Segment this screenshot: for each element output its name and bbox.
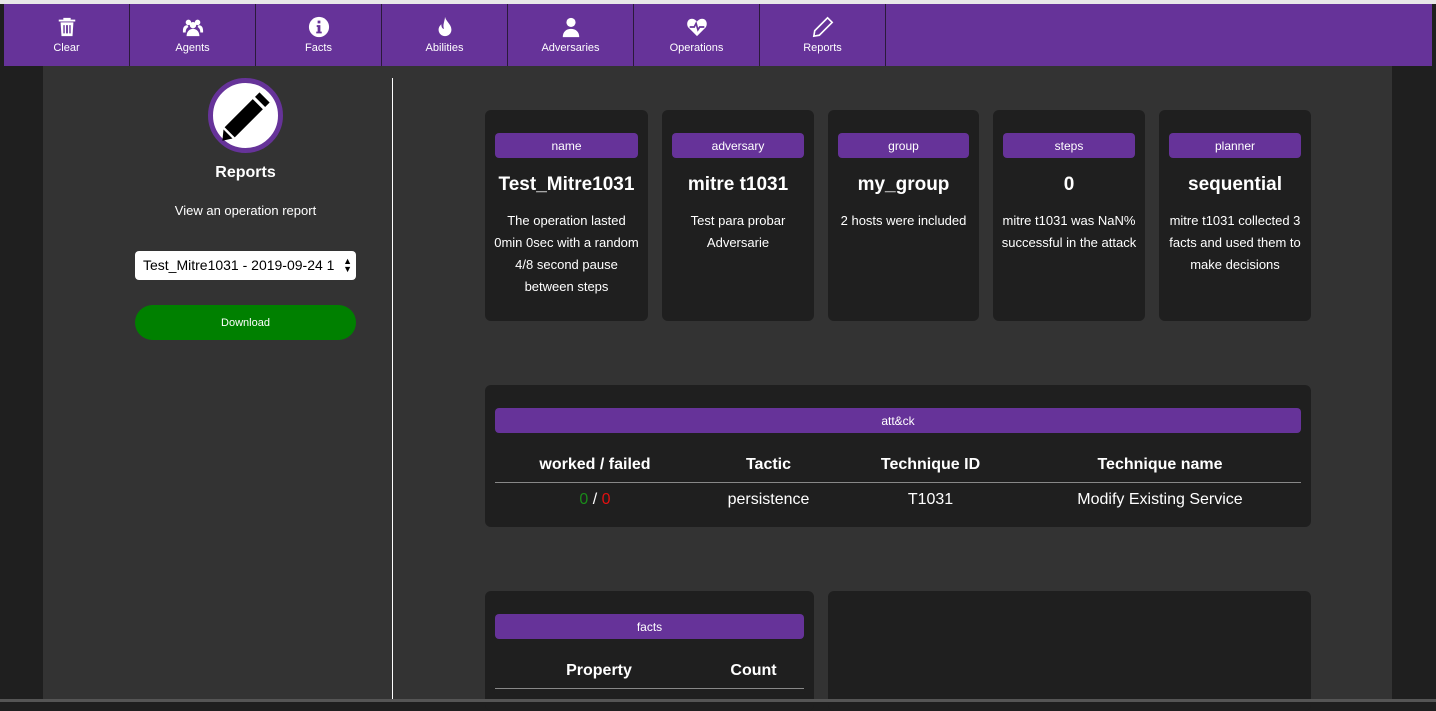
sidebar: Reports View an operation report Test_Mi… <box>43 66 392 702</box>
failed-count: 0 <box>602 491 611 508</box>
page-title: Reports <box>43 164 448 182</box>
users-icon <box>182 16 204 38</box>
table-header: worked / failedTacticTechnique IDTechniq… <box>495 448 1301 482</box>
technique-id: T1031 <box>842 482 1019 518</box>
attack-card: att&ck worked / failedTacticTechnique ID… <box>485 385 1311 527</box>
nav-operations[interactable]: Operations <box>634 4 760 66</box>
table-header: PropertyCount <box>495 654 804 688</box>
page-subtitle: View an operation report <box>43 203 448 218</box>
user-icon <box>560 16 582 38</box>
heartbeat-icon <box>686 16 708 38</box>
table-row: 0 / 0persistenceT1031Modify Existing Ser… <box>495 482 1301 518</box>
worked-count: 0 <box>579 491 588 508</box>
card-value: Test_Mitre1031 <box>485 174 648 196</box>
card-label: group <box>838 133 969 158</box>
card-label: adversary <box>672 133 804 158</box>
summary-card-planner: planner sequential mitre t1031 collected 3… <box>1159 110 1311 321</box>
nav-label: Operations <box>670 42 724 54</box>
card-value: mitre t1031 <box>662 174 814 196</box>
col-header: Tactic <box>695 448 842 482</box>
card-label: facts <box>495 614 804 639</box>
top-nav: Clear Agents Facts Abilities Adversaries… <box>4 4 1432 66</box>
select-value: Test_Mitre1031 - 2019-09-24 1 <box>143 257 334 273</box>
card-desc: Test para probar Adversarie <box>670 210 806 254</box>
attack-table: worked / failedTacticTechnique IDTechniq… <box>495 448 1301 518</box>
tactic: persistence <box>695 482 842 518</box>
col-header: Technique ID <box>842 448 1019 482</box>
nav-label: Agents <box>175 42 209 54</box>
col-header: Property <box>495 654 703 688</box>
nav-agents[interactable]: Agents <box>130 4 256 66</box>
pencil-icon <box>812 16 834 38</box>
card-desc: mitre t1031 was NaN% successful in the a… <box>1001 210 1137 254</box>
nav-label: Abilities <box>426 42 464 54</box>
nav-facts[interactable]: Facts <box>256 4 382 66</box>
summary-card-name: name Test_Mitre1031 The operation lasted 0… <box>485 110 648 321</box>
summary-card-adversary: adversary mitre t1031 Test para probar Adv… <box>662 110 814 321</box>
card-value: my_group <box>828 174 979 196</box>
card-label: steps <box>1003 133 1135 158</box>
select-arrows-icon: ▲▼ <box>343 257 352 273</box>
separator: / <box>593 491 597 508</box>
card-label: planner <box>1169 133 1301 158</box>
summary-card-group: group my_group 2 hosts were included <box>828 110 979 321</box>
nav-abilities[interactable]: Abilities <box>382 4 508 66</box>
nav-label: Facts <box>305 42 332 54</box>
card-desc: 2 hosts were included <box>836 210 971 232</box>
card-value: sequential <box>1159 174 1311 196</box>
nav-label: Reports <box>803 42 842 54</box>
trash-icon <box>56 16 78 38</box>
col-header: Count <box>703 654 804 688</box>
col-header: worked / failed <box>495 448 695 482</box>
empty-card <box>828 591 1311 711</box>
card-value: 0 <box>993 174 1145 196</box>
info-icon <box>308 16 330 38</box>
divider <box>392 78 393 702</box>
pencil-icon <box>208 78 283 153</box>
facts-table: PropertyCount <box>495 654 804 689</box>
main-content: Reports View an operation report Test_Mi… <box>43 66 1392 702</box>
download-button[interactable]: Download <box>135 305 356 340</box>
nav-clear[interactable]: Clear <box>4 4 130 66</box>
card-desc: The operation lasted 0min 0sec with a ra… <box>493 210 640 298</box>
nav-adversaries[interactable]: Adversaries <box>508 4 634 66</box>
operation-select[interactable]: Test_Mitre1031 - 2019-09-24 1 ▲▼ <box>135 251 356 280</box>
card-desc: mitre t1031 collected 3 facts and used t… <box>1167 210 1303 276</box>
card-label: name <box>495 133 638 158</box>
card-label: att&ck <box>495 408 1301 433</box>
technique-name: Modify Existing Service <box>1019 482 1301 518</box>
worked-failed: 0 / 0 <box>495 482 695 518</box>
col-header: Technique name <box>1019 448 1301 482</box>
facts-card: facts PropertyCount <box>485 591 814 711</box>
nav-reports[interactable]: Reports <box>760 4 886 66</box>
nav-label: Adversaries <box>541 42 599 54</box>
summary-card-steps: steps 0 mitre t1031 was NaN% successful in… <box>993 110 1145 321</box>
nav-label: Clear <box>53 42 79 54</box>
fire-icon <box>434 16 456 38</box>
